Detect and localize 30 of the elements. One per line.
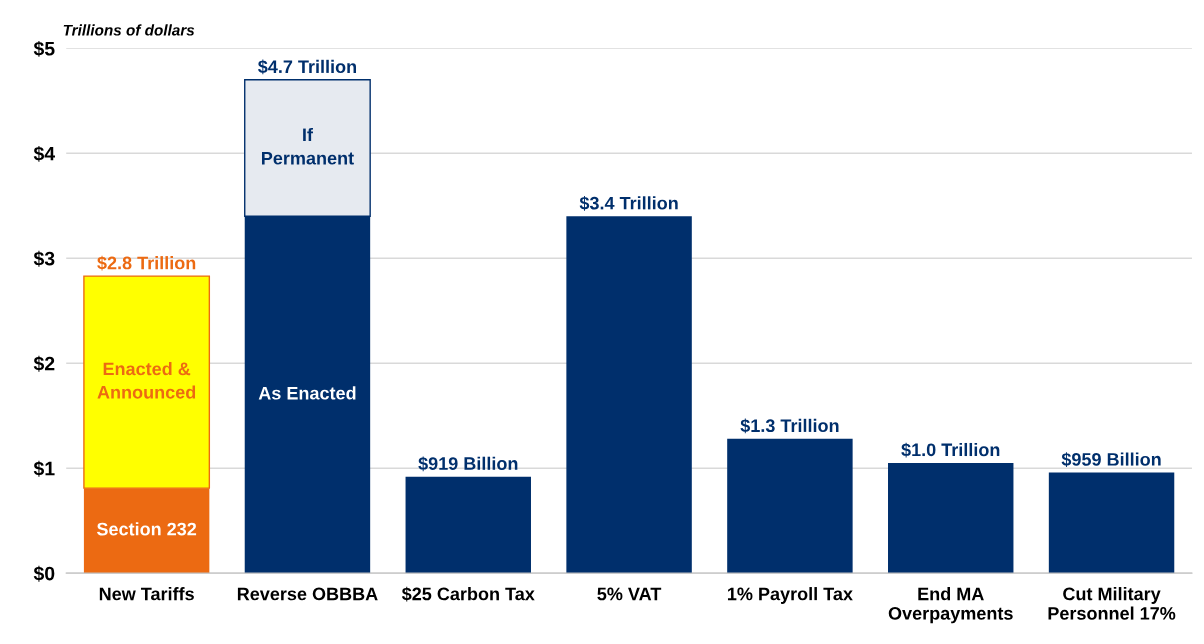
annotation: Section 232 [96, 522, 197, 536]
y-axis-title: Trillions of dollars [63, 24, 195, 36]
bar [566, 216, 692, 574]
bar [888, 462, 1014, 574]
x-tick-label: End MA Overpayments [888, 587, 1013, 624]
bar [1048, 472, 1175, 574]
y-tick-label: $1 [33, 460, 55, 477]
total-label: $959 Billion [1061, 452, 1161, 467]
x-tick-label: 5% VAT [597, 587, 662, 601]
y-tick-label: $0 [33, 565, 55, 582]
x-tick-label: Reverse OBBBA [237, 587, 378, 601]
annotation: As Enacted [258, 386, 356, 400]
total-label: $1.3 Trillion [740, 418, 839, 434]
x-tick-label: Cut Military Personnel 17% [1048, 587, 1176, 620]
y-tick-label: $4 [33, 145, 56, 162]
total-label: $3.4 Trillion [579, 195, 678, 211]
x-tick-label: $25 Carbon Tax [401, 586, 535, 602]
y-tick-label: $5 [33, 40, 55, 57]
total-label: $919 Billion [418, 456, 518, 472]
bar [727, 438, 853, 574]
x-tick-label: New Tariffs [99, 587, 194, 601]
total-label: $4.7 Trillion [258, 59, 357, 75]
bar [405, 476, 531, 574]
x-tick-label: 1% Payroll Tax [727, 587, 853, 604]
y-tick-label: $3 [33, 250, 55, 267]
total-label: $2.8 Trillion [97, 255, 196, 271]
total-label: $1.0 Trillion [901, 442, 1000, 458]
annotation: If Permanent [262, 127, 354, 165]
annotation: Enacted & Announced [97, 362, 196, 399]
y-tick-label: $2 [33, 355, 55, 372]
